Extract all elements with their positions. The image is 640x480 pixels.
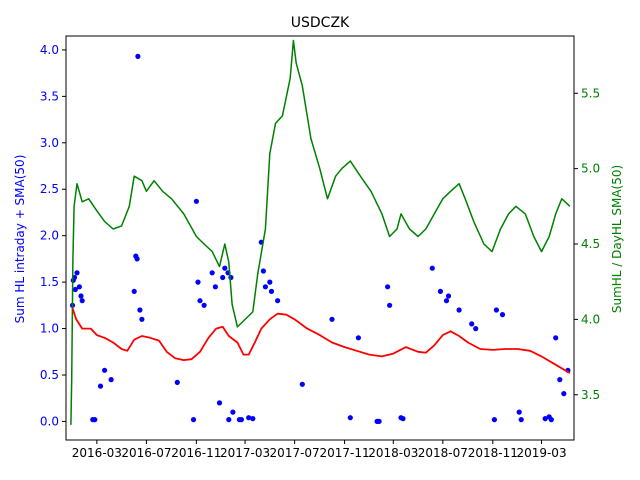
scatter-point bbox=[174, 379, 180, 385]
scatter-point bbox=[355, 335, 361, 341]
scatter-point bbox=[260, 268, 266, 274]
plot-area bbox=[69, 39, 571, 425]
y-right-tick-label: 5.5 bbox=[581, 86, 600, 100]
x-tick-label: 2017-07 bbox=[270, 446, 320, 460]
scatter-point bbox=[135, 53, 141, 60]
scatter-point bbox=[250, 416, 256, 422]
scatter-point bbox=[516, 409, 522, 415]
scatter-point bbox=[230, 409, 236, 415]
scatter-point bbox=[131, 288, 137, 294]
scatter-point bbox=[553, 335, 559, 341]
scatter-point bbox=[268, 288, 275, 294]
y-right-axis-label: SumHL / DayHL SMA(50) bbox=[610, 165, 624, 313]
scatter-point bbox=[193, 198, 199, 204]
scatter-point bbox=[499, 312, 506, 318]
x-tick-label: 2018-07 bbox=[418, 446, 468, 460]
scatter-point bbox=[437, 288, 443, 294]
scatter-point bbox=[102, 367, 108, 373]
y-left-tick-label: 3.5 bbox=[40, 89, 59, 103]
scatter-point bbox=[134, 256, 140, 262]
scatter-point bbox=[209, 270, 215, 276]
x-tick-label: 2018-11 bbox=[468, 446, 518, 460]
ratio-sma-line bbox=[70, 39, 571, 425]
y-right-tick-label: 4.5 bbox=[581, 237, 600, 251]
scatter-point bbox=[78, 293, 84, 299]
scatter-point bbox=[228, 274, 234, 281]
scatter-point bbox=[72, 286, 78, 293]
scatter-point bbox=[220, 274, 226, 281]
scatter-point bbox=[74, 270, 80, 276]
y-right-tick-label: 4.0 bbox=[581, 312, 600, 326]
scatter-point bbox=[493, 307, 499, 313]
x-tick-label: 2016-07 bbox=[121, 446, 171, 460]
scatter-point bbox=[222, 265, 228, 271]
scatter-point bbox=[262, 284, 268, 290]
scatter-point bbox=[400, 416, 406, 422]
scatter-point bbox=[190, 417, 197, 423]
scatter-point bbox=[299, 381, 305, 387]
y-left-tick-label: 1.5 bbox=[40, 275, 59, 289]
scatter-point bbox=[456, 307, 462, 313]
chart-title: USDCZK bbox=[291, 15, 350, 31]
scatter-point bbox=[216, 400, 223, 406]
x-tick-label: 2016-03 bbox=[72, 446, 122, 460]
y-left-tick-label: 2.0 bbox=[40, 229, 59, 243]
scatter-point bbox=[329, 316, 335, 322]
sum-hl-sma-line bbox=[71, 307, 571, 374]
scatter-point bbox=[445, 293, 452, 299]
y-left-tick-label: 0.0 bbox=[40, 414, 59, 428]
y-left-axis-label: Sum HL intraday + SMA(50) bbox=[13, 155, 27, 324]
scatter-point bbox=[387, 302, 393, 308]
scatter-point bbox=[201, 302, 207, 308]
scatter-point bbox=[347, 415, 353, 421]
x-tick-label: 2016-11 bbox=[171, 446, 221, 460]
scatter-point bbox=[561, 391, 567, 397]
y-left-tick-label: 1.0 bbox=[40, 322, 59, 336]
scatter-point bbox=[97, 383, 104, 389]
scatter-point bbox=[246, 415, 252, 421]
y-left-tick-label: 3.0 bbox=[40, 136, 59, 150]
x-tick-label: 2017-11 bbox=[319, 446, 369, 460]
scatter-point bbox=[212, 284, 218, 290]
scatter-point bbox=[473, 326, 479, 332]
plot-frame bbox=[65, 35, 575, 441]
scatter-point bbox=[542, 416, 548, 422]
scatter-point bbox=[557, 377, 563, 383]
scatter-point bbox=[385, 284, 391, 290]
scatter-point bbox=[195, 279, 201, 285]
y-left-tick-label: 2.5 bbox=[40, 182, 59, 196]
scatter-point bbox=[92, 417, 98, 423]
y-left-tick-label: 0.5 bbox=[40, 368, 59, 382]
scatter-point bbox=[226, 417, 232, 423]
scatter-point bbox=[108, 377, 114, 383]
scatter-point bbox=[429, 265, 435, 271]
x-tick-label: 2019-03 bbox=[516, 446, 566, 460]
scatter-point bbox=[197, 298, 203, 304]
scatter-point bbox=[443, 298, 450, 304]
scatter-point bbox=[491, 417, 497, 423]
scatter-point bbox=[267, 279, 273, 285]
scatter-point bbox=[76, 284, 82, 290]
x-tick-label: 2018-03 bbox=[368, 446, 418, 460]
x-tick-label: 2017-03 bbox=[220, 446, 270, 460]
scatter-point bbox=[137, 307, 143, 313]
scatter-point bbox=[518, 417, 524, 423]
scatter-point bbox=[139, 316, 145, 322]
scatter-point bbox=[238, 417, 244, 423]
scatter-point bbox=[469, 321, 475, 327]
scatter-point bbox=[275, 298, 281, 304]
scatter-point bbox=[548, 417, 554, 423]
y-right-tick-label: 3.5 bbox=[581, 388, 600, 402]
y-right-tick-label: 5.0 bbox=[581, 162, 600, 176]
scatter-point bbox=[376, 418, 382, 424]
y-left-tick-label: 4.0 bbox=[40, 43, 59, 57]
scatter-point bbox=[79, 298, 85, 304]
